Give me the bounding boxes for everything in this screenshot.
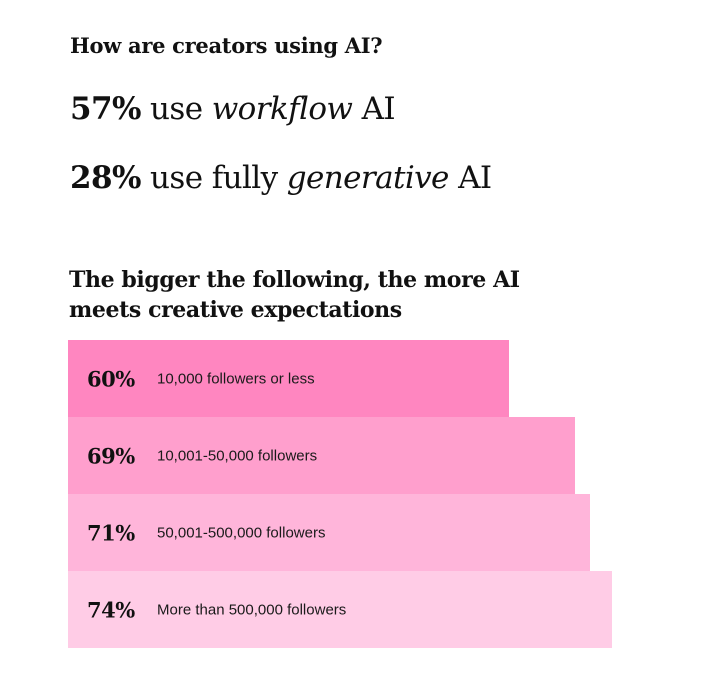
bar-1: 60% 10,000 followers or less [68, 340, 509, 417]
stat-generative-pre: use fully [140, 160, 287, 196]
stat-workflow-post: AI [352, 91, 396, 127]
bar-chart: 60% 10,000 followers or less 69% 10,001-50,… [68, 340, 668, 650]
bar-category-label: 50,001-500,000 followers [157, 524, 326, 541]
bar-4: 74% More than 500,000 followers [68, 571, 612, 648]
chart-title: The bigger the following, the more AI me… [69, 267, 520, 323]
stat-generative-ai: 28% use fully generative AI [70, 160, 492, 196]
bar-value-label: 74% [87, 597, 135, 622]
bar-value-label: 69% [87, 443, 135, 468]
stat-generative-em: generative [286, 160, 450, 196]
stat-workflow-em: workflow [211, 91, 353, 127]
stat-generative-pct: 28% [70, 160, 141, 196]
question-heading: How are creators using AI? [70, 33, 383, 58]
stat-generative-post: AI [448, 160, 492, 196]
bar-value-label: 60% [87, 366, 135, 391]
stat-workflow-ai: 57% use workflow AI [70, 91, 396, 127]
bar-category-label: More than 500,000 followers [157, 601, 347, 618]
bar-category-label: 10,001-50,000 followers [157, 447, 318, 464]
bar-value-label: 71% [87, 520, 135, 545]
stat-workflow-pre: use [140, 91, 212, 127]
stat-workflow-pct: 57% [70, 91, 141, 127]
bar-3: 71% 50,001-500,000 followers [68, 494, 590, 571]
bar-category-label: 10,000 followers or less [157, 370, 315, 387]
bar-2: 69% 10,001-50,000 followers [68, 417, 575, 494]
